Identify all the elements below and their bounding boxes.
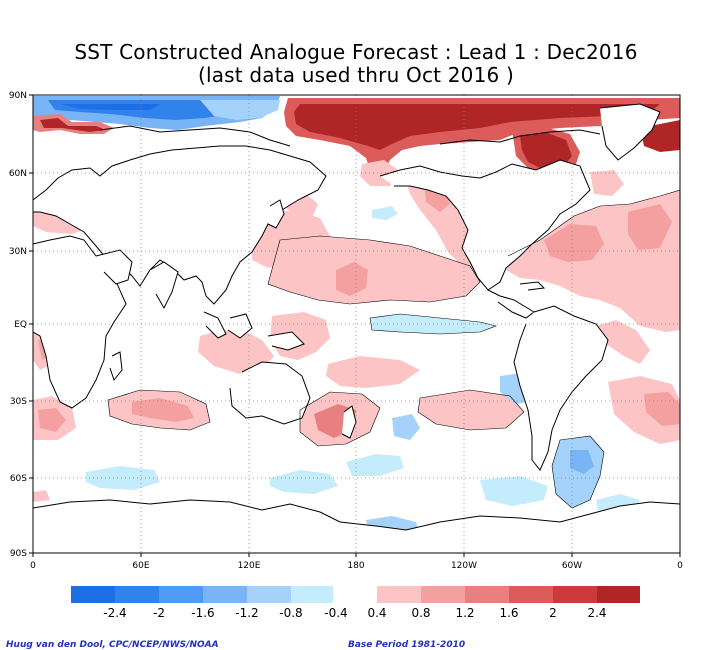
anomaly-neg-arctic-strongest [60,104,160,110]
colorbar-swatch-neg-6 [291,586,333,603]
colorbar-label-2-4: 2.4 [587,606,606,620]
new-zealand-outline [341,405,357,439]
colorbar-swatch-pos-3 [465,586,509,603]
anomaly-pos-indonesia [198,330,274,374]
colorbar-label-0-4: 0.4 [367,606,386,620]
anomaly-pos-barents-core [40,118,106,132]
colorbar-label-neg-0-4: -0.4 [324,606,347,620]
new-guinea-outline [267,331,305,351]
cuba-outline [519,281,546,291]
longitude-labels: 0 60E 120E 180 120W 60W 0 [30,561,683,571]
sst-anomaly-field [33,95,680,553]
colorbar-label-1-6: 1.6 [499,606,518,620]
lat-label-90s: 90S [10,549,27,559]
madagascar-outline [109,351,123,382]
anomaly-pos-north-pacific [268,236,480,304]
greenland-outline [599,103,661,161]
colorbar-swatch-neg-1 [71,586,115,603]
colorbar-label-0-8: 0.8 [411,606,430,620]
colorbar-label-neg-2: -2 [153,606,165,620]
central-america-outline [487,289,535,319]
africa-outline [33,235,127,409]
anomaly-neg-southern-ocean-indian [86,466,160,490]
credit-text: Huug van den Dool, CPC/NCEP/NWS/NOAA [6,640,219,650]
anomaly-neg-kuroshio-small [372,206,398,220]
colorbar-swatch-pos-4 [509,586,553,603]
lat-label-60s: 60S [10,474,27,484]
lat-label-30s: 30S [10,397,27,407]
north-america-outline [379,159,591,291]
colorbar-label-1-2: 1.2 [455,606,474,620]
lon-label-60w: 60W [562,561,582,571]
lat-label-eq: EQ [14,320,27,330]
anomaly-pos-labrador [590,170,624,196]
colorbar-label-neg-1-2: -1.2 [235,606,258,620]
anomaly-pos-north-atlantic-core [544,224,604,262]
india-outline [149,261,179,310]
lat-label-60n: 60N [9,169,27,179]
lon-label-180: 180 [347,561,364,571]
lon-label-120w: 120W [451,561,477,571]
lon-label-0-east: 0 [677,561,683,571]
base-period-text: Base Period 1981-2010 [348,640,466,650]
anomaly-neg-southern-ocean-pacific [346,454,404,476]
colorbar-swatch-neg-5 [247,586,291,603]
anomaly-pos-north-pacific-core [336,262,368,296]
anomaly-neg-arctic-strip [200,100,280,120]
graticule [33,95,680,553]
colorbar-swatch-pos-5 [553,586,597,603]
colorbar-swatch-neg-4 [203,586,247,603]
lat-label-30n: 30N [9,247,27,257]
axis-ticks [29,94,681,557]
canada-arctic-coast [439,129,601,145]
arabia-outline [95,249,133,285]
colorbar-swatch-neg-2 [115,586,159,603]
colorbar-label-neg-1-6: -1.6 [191,606,214,620]
anomaly-contours [107,189,680,509]
anomaly-neg-southern-ocean-australia [270,470,338,494]
colorbar-label-2: 2 [549,606,557,620]
title-line-2: (last data used thru Oct 2016 ) [197,63,515,87]
lat-label-90n: 90N [9,91,27,101]
latitude-labels: 90N 60N 30N EQ 30S 60S 90S [9,91,27,559]
colorbar: -2.4 -2 -1.6 -1.2 -0.8 -0.4 0.4 0.8 1.2 … [71,586,640,620]
colorbar-swatch-pos-6 [597,586,640,603]
anomaly-pos-southern-africa-east [33,490,50,502]
colorbar-swatch-neg-3 [159,586,203,603]
anomaly-pos-south-atlantic-core [38,408,66,432]
lon-label-60e: 60E [132,561,149,571]
anomaly-pos-south-indian-core [132,398,194,422]
south-america-outline [513,305,609,471]
siberia-coast [99,125,291,147]
australia-outline [229,361,311,425]
anomaly-pos-north-atlantic-east [628,204,672,250]
lon-label-120e: 120E [238,561,261,571]
anomaly-neg-drake [552,436,604,508]
anomaly-neg-south-pacific-mid [392,414,420,440]
antarctica-outline [33,499,680,553]
colorbar-swatch-pos-2 [421,586,465,603]
anomaly-pos-south-atlantic-east-core [644,392,680,426]
coastlines [33,103,680,553]
borneo-outline [227,313,253,339]
japan-outline [267,199,285,229]
anomaly-pos-brazil-coast [596,320,650,364]
anomaly-neg-southern-ocean-sector [480,476,548,506]
anomaly-pos-arctic-pacific-core [294,104,660,150]
sumatra-outline [203,311,227,339]
colorbar-label-neg-2-4: -2.4 [103,606,126,620]
anomaly-pos-south-pacific-belt [326,356,420,388]
title-line-1: SST Constructed Analogue Forecast : Lead… [74,40,638,64]
anomaly-neg-drake-core [570,450,594,474]
colorbar-label-neg-0-8: -0.8 [279,606,302,620]
anomaly-pos-sw-pacific [418,390,524,430]
colorbar-swatch-pos-1 [377,586,421,603]
lon-label-0-west: 0 [30,561,36,571]
